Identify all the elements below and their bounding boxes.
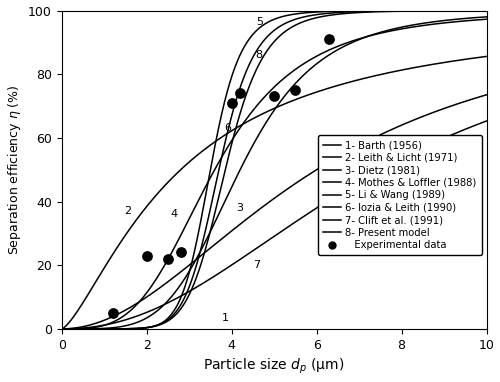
Point [142,253,150,259]
Text: 7: 7 [254,260,260,270]
Point [164,256,172,262]
Legend: 1- Barth (1956), 2- Leith & Licht (1971), 3- Dietz (1981), 4- Mothes & Loffler (: 1- Barth (1956), 2- Leith & Licht (1971)… [318,135,482,255]
Text: 5: 5 [256,17,262,27]
X-axis label: Particle size $d_p$ (μm): Particle size $d_p$ (μm) [204,357,345,376]
Point [292,87,300,93]
Point [176,249,184,256]
Text: 8: 8 [256,50,263,60]
Point [236,90,244,96]
Text: 2: 2 [124,206,131,216]
Text: 4: 4 [170,209,178,219]
Point [228,100,235,106]
Text: 1: 1 [222,313,229,323]
Text: 3: 3 [236,203,244,213]
Text: 6: 6 [224,123,231,133]
Point [108,310,116,316]
Y-axis label: Separation efficiency $\eta$ (%): Separation efficiency $\eta$ (%) [6,84,22,255]
Point [326,36,334,42]
Point [270,94,278,100]
